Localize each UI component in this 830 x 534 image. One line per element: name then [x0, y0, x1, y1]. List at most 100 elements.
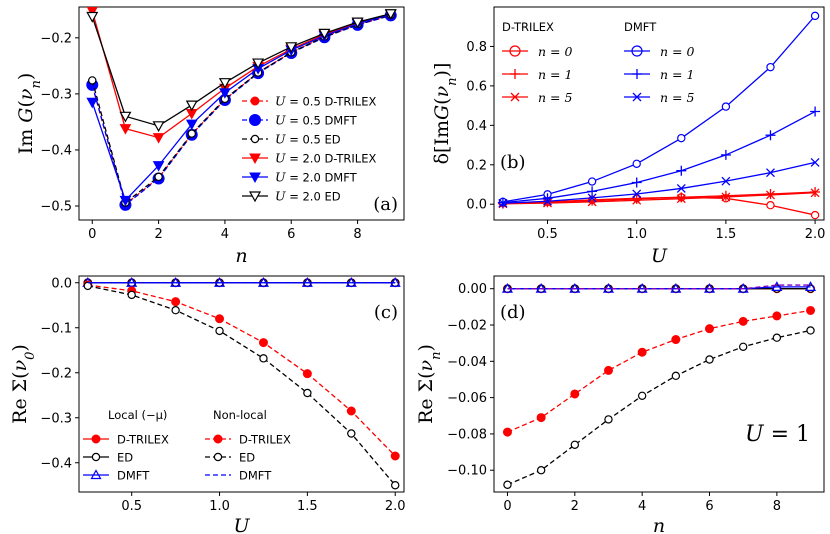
panel-label-c: (c): [374, 302, 398, 323]
series-line: [91, 14, 391, 204]
data-point: [570, 389, 580, 399]
legend-label-part: U: [275, 170, 286, 185]
y-axis-label-part: (: [15, 100, 37, 107]
data-point: [720, 149, 731, 160]
legend-label-part: D-TRILEX: [324, 152, 376, 166]
data-point: [772, 311, 782, 321]
y-axis-label-part: Im: [15, 123, 37, 155]
legend-label-part: U: [275, 132, 286, 147]
y-axis-label-part: )]: [431, 63, 453, 78]
plot-frame: [78, 6, 405, 221]
legend-label-part: = 2.0: [286, 152, 325, 166]
x-tick-label: 2.0: [805, 227, 826, 242]
y-tick-label: −0.02: [447, 319, 487, 334]
data-point: [631, 193, 642, 204]
legend-header-nonlocal: Non-local: [213, 408, 267, 422]
series-line: [502, 110, 816, 204]
plot-area: [497, 11, 821, 220]
y-tick-label: 0.6: [466, 79, 487, 94]
data-point: [721, 192, 731, 202]
annotation: U = 1: [745, 422, 810, 447]
y-axis-label-part: 0: [23, 352, 38, 360]
legend-label-part: U: [275, 113, 286, 128]
legend-marker: [510, 69, 520, 79]
data-point: [810, 106, 821, 117]
panel-b: 0.5 1.0 1.5 2.00.00.20.40.60.8D-TRILEX DMFTn…: [431, 6, 826, 267]
x-tick-label: 2.0: [385, 499, 406, 514]
series-line: [502, 191, 816, 205]
y-axis-label-part: [Im: [431, 120, 453, 153]
y-axis-label: δ[ImG(νn)]: [431, 63, 460, 165]
x-tick-label: 6: [287, 227, 295, 242]
series-dmft-n-1: [497, 106, 821, 208]
legend-label-part: ED: [324, 133, 340, 147]
data-point: [154, 172, 163, 182]
data-point: [603, 365, 613, 375]
data-point: [259, 354, 268, 363]
y-axis-label-part: (: [9, 371, 31, 378]
legend-marker: [213, 434, 223, 444]
data-point: [346, 406, 356, 416]
legend-label: U = 2.0 ED: [275, 189, 341, 204]
data-point: [302, 369, 312, 379]
data-point: [185, 100, 198, 112]
data-point: [805, 281, 817, 291]
y-axis-label-part: ): [15, 73, 37, 80]
x-tick-label: 4: [638, 499, 646, 514]
data-point: [671, 371, 681, 381]
data-point: [810, 11, 820, 21]
legend-label: U = 0.5 DMFT: [275, 113, 358, 128]
data-point: [390, 451, 400, 461]
data-point: [677, 133, 686, 143]
data-point: [171, 306, 180, 315]
legend-label-part: = 0.5: [286, 95, 325, 109]
legend-label-part: DMFT: [324, 171, 357, 185]
plot-frame: [493, 275, 825, 493]
data-point: [384, 9, 397, 20]
y-axis-label-part: ): [9, 344, 31, 351]
legend-marker: [213, 452, 223, 462]
data-point: [587, 197, 597, 207]
x-tick-label: 1.0: [626, 227, 647, 242]
x-tick-label: 6: [705, 499, 713, 514]
data-point: [765, 130, 776, 141]
legend-label: U = 0.5 ED: [275, 132, 341, 147]
y-axis-label-part: ν: [431, 85, 453, 97]
data-point: [806, 326, 815, 335]
legend-label: U = 2.0 D-TRILEX: [275, 151, 376, 166]
data-point: [187, 129, 196, 138]
legend-label-part: U: [275, 151, 286, 166]
panel-c: 0.5 1.0 1.5 2.0 0.0 −0.1 −0.2 −0.3 −0.4 (c) Local …: [9, 275, 406, 534]
data-point: [765, 188, 776, 199]
data-point: [587, 193, 597, 203]
y-axis-label: Im G(νn): [15, 73, 44, 155]
legend-marker: [250, 134, 260, 144]
legend-label: DMFT: [117, 469, 150, 483]
series-dmft-n-5: [498, 157, 820, 208]
y-axis-label-part: G: [15, 108, 37, 123]
series-line: [507, 329, 811, 486]
data-point: [637, 347, 647, 357]
panel-label-b: (b): [500, 152, 526, 173]
legend-label: U = 0.5 D-TRILEX: [275, 94, 376, 109]
data-point: [766, 168, 775, 178]
data-point: [119, 124, 132, 135]
legend-marker: [632, 92, 642, 102]
data-point: [631, 177, 642, 188]
data-point: [119, 195, 132, 207]
x-tick-label: 8: [773, 499, 781, 514]
legend-label-part: = 0.5: [286, 114, 325, 128]
data-point: [766, 190, 775, 200]
y-axis-label: Re Σ(ν0): [9, 344, 38, 424]
plot-area: [86, 7, 397, 211]
y-tick-label: −0.2: [40, 366, 72, 381]
y-axis-label-part: Re: [415, 392, 437, 424]
panel-label-d: (d): [500, 302, 526, 323]
x-axis-label: n: [235, 245, 247, 267]
y-tick-label: 0.4: [466, 119, 487, 134]
y-tick-label: −0.2: [40, 31, 72, 46]
data-point: [252, 58, 265, 70]
y-axis-label-part: Σ: [9, 379, 31, 392]
y-axis-label-part: δ: [431, 153, 453, 164]
